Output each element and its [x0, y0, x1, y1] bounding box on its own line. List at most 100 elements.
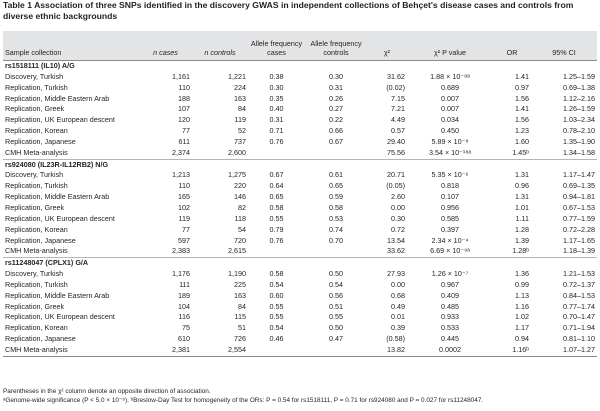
- sample-collection-cell: Replication, Japanese: [5, 235, 76, 245]
- footnote-parentheses: Parentheses in the χ² column denote an o…: [3, 388, 211, 395]
- table-row: Replication, UK European descent 119 118 0.…: [3, 214, 597, 225]
- or-cell: 0.97: [515, 82, 529, 92]
- sample-collection-cell: Replication, Greek: [5, 104, 65, 114]
- sample-collection-cell: Replication, Japanese: [5, 334, 76, 344]
- n-cases-cell: 1,161: [172, 71, 190, 81]
- chi2-p-cell: 1.88 × 10⁻⁸ᵃ: [430, 71, 470, 81]
- af-cases-cell: 0.76: [269, 235, 284, 245]
- af-cases-cell: 0.55: [269, 312, 284, 322]
- ci-cell: 1.26–1.59: [563, 104, 595, 114]
- af-cases-cell: [248, 246, 305, 257]
- table-row: Discovery, Turkish 1,176 1,190 0.58 0.50 27.9…: [3, 269, 597, 280]
- af-cases-cell: 0.65: [269, 192, 284, 202]
- n-cases-cell: 104: [178, 301, 190, 311]
- af-cases-cell: 0.46: [269, 334, 284, 344]
- or-cell: 1.45ᵇ: [512, 147, 529, 157]
- n-controls-cell: 52: [238, 126, 246, 136]
- n-cases-cell: 1,176: [172, 269, 190, 279]
- snp-label: rs11248047 (CPLX1) G/A: [3, 257, 597, 270]
- col-header-chi2: χ²: [367, 31, 407, 61]
- n-cases-cell: 610: [178, 334, 190, 344]
- ci-cell: 0.70–1.47: [563, 312, 595, 322]
- af-controls-cell: 0.66: [329, 126, 343, 136]
- ci-cell: 0.94–1.81: [563, 192, 595, 202]
- ci-cell: 1.03–2.34: [563, 115, 595, 125]
- af-cases-cell: 0.79: [269, 224, 284, 234]
- results-table: Sample collection n cases n controls All…: [3, 31, 597, 357]
- col-header-or: OR: [493, 31, 531, 61]
- af-controls-cell: 0.27: [329, 104, 343, 114]
- chi2-p-cell: 0.107: [441, 192, 459, 202]
- af-cases-cell: [248, 148, 305, 159]
- table-row: CMH Meta-analysis 2,383 2,615 33.62 6.69 × 1…: [3, 246, 597, 257]
- or-cell: 1.16ᵇ: [493, 344, 531, 357]
- af-cases-cell: 0.31: [269, 115, 284, 125]
- n-controls-cell: 163: [234, 93, 246, 103]
- or-cell: 1.41: [515, 71, 529, 81]
- sample-collection-cell: Replication, Korean: [5, 323, 68, 333]
- col-header-af-cases: Allele frequency cases: [248, 31, 305, 61]
- chi2-p-cell: 0.007: [441, 93, 459, 103]
- chi2-p-cell: 0.689: [441, 82, 459, 92]
- chi2-p-cell: 0.533: [441, 323, 459, 333]
- af-cases-cell: 0.54: [269, 323, 284, 333]
- af-controls-cell: 0.26: [329, 93, 343, 103]
- or-cell: 1.13: [515, 290, 529, 300]
- chi2-cell: (0.02): [386, 82, 405, 92]
- af-cases-cell: 0.67: [269, 170, 284, 180]
- chi2-p-cell: 0.450: [441, 126, 459, 136]
- af-controls-cell: [305, 344, 367, 357]
- n-controls-cell: 1,190: [228, 269, 246, 279]
- snp-header-row: rs11248047 (CPLX1) G/A: [3, 257, 597, 270]
- af-controls-cell: 0.31: [329, 82, 343, 92]
- chi2-cell: 0.00: [391, 279, 405, 289]
- af-controls-cell: 0.30: [329, 71, 343, 81]
- ci-cell: 1.35–1.90: [563, 136, 595, 146]
- sample-collection-cell: Replication, UK European descent: [5, 312, 115, 322]
- ci-cell: 0.81–1.10: [563, 334, 595, 344]
- or-cell: 1.28: [515, 224, 529, 234]
- or-cell: 1.56: [515, 93, 529, 103]
- ci-cell: 0.69–1.35: [563, 181, 595, 191]
- table-title: Table 1 Association of three SNPs identi…: [3, 0, 597, 22]
- sample-collection-cell: Replication, Korean: [5, 224, 68, 234]
- n-cases-cell: 189: [178, 290, 190, 300]
- or-cell: 1.23: [515, 126, 529, 136]
- af-controls-cell: 0.59: [329, 192, 343, 202]
- table-label: Table 1: [3, 0, 32, 10]
- chi2-cell: (0.58): [386, 334, 405, 344]
- ci-cell: 0.69–1.38: [563, 82, 595, 92]
- or-cell: 1.02: [515, 312, 529, 322]
- sample-collection-cell: CMH Meta-analysis: [5, 147, 68, 157]
- or-cell: 0.99: [515, 279, 529, 289]
- n-cases-cell: 2,383: [172, 246, 190, 256]
- n-controls-cell: 51: [238, 323, 246, 333]
- sample-collection-cell: Replication, Turkish: [5, 279, 68, 289]
- or-cell: 1.11: [515, 213, 529, 223]
- or-cell: 0.94: [515, 334, 529, 344]
- or-cell: 1.41: [515, 104, 529, 114]
- or-cell: 1.31: [515, 170, 529, 180]
- af-cases-cell: 0.58: [269, 269, 284, 279]
- af-controls-cell: 0.51: [329, 301, 343, 311]
- chi2-p-cell: 0.585: [441, 213, 459, 223]
- af-controls-cell: 0.74: [329, 224, 343, 234]
- chi2-p-cell: 1.26 × 10⁻⁷: [431, 269, 469, 279]
- af-cases-cell: 0.64: [269, 181, 284, 191]
- chi2-cell: 0.72: [391, 224, 405, 234]
- af-controls-cell: 0.50: [329, 269, 343, 279]
- n-controls-cell: 737: [234, 136, 246, 146]
- ci-cell: 1.17–1.65: [563, 235, 595, 245]
- af-controls-cell: 0.56: [329, 290, 343, 300]
- table-row: Replication, Korean 77 52 0.71 0.66 0.57 0.450…: [3, 126, 597, 137]
- col-header-ci: 95% CI: [531, 31, 597, 61]
- table-row: Replication, Greek 107 84 0.40 0.27 7.21 0.007…: [3, 104, 597, 115]
- table-row: CMH Meta-analysis 2,381 2,554 13.82 0.0002 1.…: [3, 344, 597, 357]
- sample-collection-cell: Replication, Middle Eastern Arab: [5, 192, 110, 202]
- col-header-chi2-p: χ² P value: [407, 31, 493, 61]
- chi2-cell: 0.39: [391, 323, 405, 333]
- af-cases-cell: 0.60: [269, 290, 284, 300]
- af-controls-cell: [305, 246, 367, 257]
- ci-cell: 1.21–1.53: [563, 269, 595, 279]
